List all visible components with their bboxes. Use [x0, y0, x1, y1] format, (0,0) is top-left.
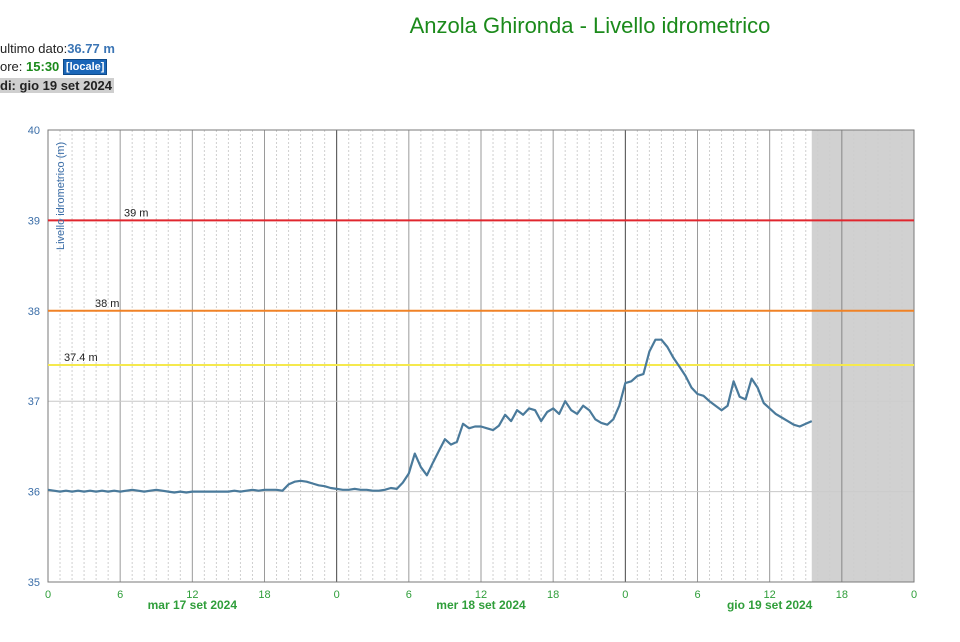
x-tick-label: 18 — [836, 589, 848, 601]
y-tick-label: 35 — [28, 577, 40, 589]
y-tick-label: 38 — [28, 306, 40, 318]
date-box: di: gio 19 set 2024 — [0, 78, 115, 93]
timezone-badge[interactable]: [locale] — [62, 59, 108, 75]
y-tick-label: 40 — [28, 125, 40, 137]
day-label: mar 17 set 2024 — [148, 598, 238, 612]
x-tick-label: 0 — [622, 589, 628, 601]
last-data-value: 36.77 m — [67, 41, 115, 56]
threshold-label: 39 m — [124, 207, 148, 219]
date-label: di: — [0, 78, 16, 93]
y-axis-label: Livello idrometrico (m) — [55, 142, 67, 250]
forecast-shade — [811, 130, 914, 582]
level-series-line — [47, 338, 813, 494]
threshold-label: 37.4 m — [64, 352, 98, 364]
x-tick-label: 0 — [911, 589, 917, 601]
y-tick-label: 39 — [28, 215, 40, 227]
time-line: ore: 15:30 [locale] — [0, 58, 108, 76]
x-tick-label: 12 — [764, 589, 776, 601]
x-tick-label: 0 — [334, 589, 340, 601]
plot-frame — [47, 129, 915, 583]
time-label: ore: — [0, 59, 23, 74]
x-tick-label: 6 — [117, 589, 123, 601]
day-label: mer 18 set 2024 — [436, 598, 526, 612]
y-tick-label: 36 — [28, 487, 40, 499]
x-tick-label: 18 — [258, 589, 270, 601]
x-tick-label: 12 — [186, 589, 198, 601]
day-label: gio 19 set 2024 — [727, 598, 813, 612]
date-line: di: gio 19 set 2024 — [0, 77, 115, 95]
threshold-label: 38 m — [95, 298, 119, 310]
last-data-label: ultimo dato: — [0, 41, 68, 56]
x-tick-label: 0 — [45, 589, 51, 601]
x-tick-label: 6 — [406, 589, 412, 601]
x-tick-label: 12 — [475, 589, 487, 601]
last-data-line: ultimo dato:36.77 m — [0, 40, 115, 58]
chart-title: Anzola Ghironda - Livello idrometrico — [409, 13, 771, 38]
date-value: gio 19 set 2024 — [19, 78, 113, 93]
x-tick-label: 18 — [547, 589, 559, 601]
y-tick-label: 37 — [28, 396, 40, 408]
time-value: 15:30 — [26, 59, 60, 74]
x-tick-label: 6 — [694, 589, 700, 601]
